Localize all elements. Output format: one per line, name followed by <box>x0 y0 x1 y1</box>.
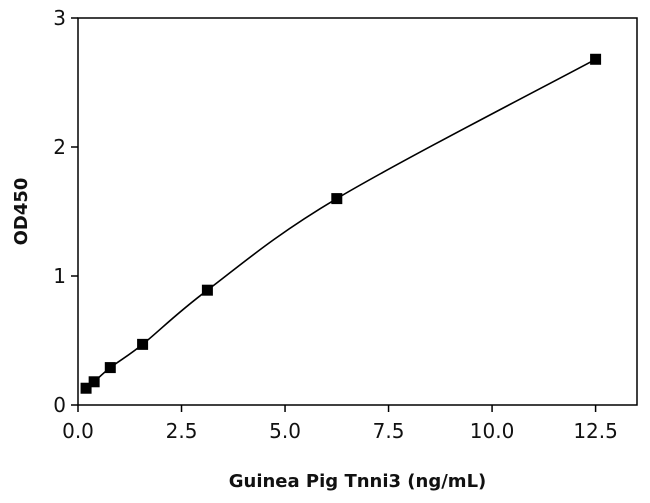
plot-area-frame <box>77 17 638 406</box>
data-markers <box>80 53 602 394</box>
x-tick-label: 12.5 <box>573 419 618 443</box>
x-axis: 0.0 2.5 5.0 7.5 10.0 12.5 <box>62 405 618 443</box>
x-axis-title: Guinea Pig Tnni3 (ng/mL) <box>229 471 487 492</box>
x-tick-label: 7.5 <box>373 419 405 443</box>
data-point <box>88 376 100 388</box>
fit-curve <box>85 58 596 389</box>
data-point <box>201 284 213 296</box>
y-tick-label: 0 <box>53 393 66 417</box>
data-point <box>104 362 116 374</box>
data-point <box>137 338 149 350</box>
y-axis-title: OD450 <box>11 178 32 246</box>
data-point <box>80 382 92 394</box>
data-point <box>331 193 343 205</box>
y-axis: 0 1 2 3 <box>53 6 78 417</box>
x-tick-label: 5.0 <box>269 419 301 443</box>
y-tick-label: 2 <box>53 135 66 159</box>
x-tick-label: 2.5 <box>166 419 198 443</box>
y-tick-label: 1 <box>53 264 66 288</box>
data-point <box>590 53 602 65</box>
x-tick-label: 10.0 <box>470 419 515 443</box>
y-tick-label: 3 <box>53 6 66 30</box>
x-tick-label: 0.0 <box>62 419 94 443</box>
